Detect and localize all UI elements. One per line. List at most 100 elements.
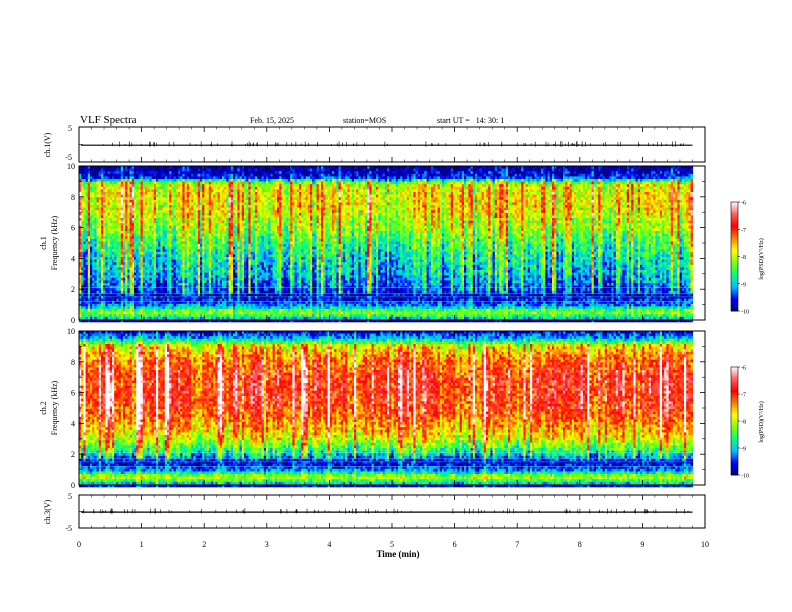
spectrogram-cell <box>193 197 196 200</box>
spectrogram-cell <box>209 273 212 276</box>
spectrogram-cell <box>189 208 192 211</box>
spectrogram-cell <box>167 247 170 250</box>
spectrogram-cell <box>226 249 229 252</box>
spectrogram-cell <box>86 205 89 208</box>
spectrogram-cell <box>220 205 223 208</box>
spectrogram-cell <box>114 283 117 286</box>
spectrogram-cell <box>88 286 91 289</box>
spectrogram-cell <box>83 286 86 289</box>
spectrogram-cell <box>127 208 129 211</box>
spectrogram-cell <box>218 205 221 208</box>
spectrogram-cell <box>191 291 194 294</box>
spectrogram-cell <box>163 288 166 291</box>
spectrogram-cell <box>136 247 139 250</box>
spectrogram-cell <box>207 174 210 177</box>
spectrogram-cell <box>127 226 129 229</box>
spectrogram-cell <box>167 221 170 224</box>
spectrogram-cell <box>193 317 196 320</box>
spectrogram-cell <box>90 239 93 242</box>
spectrogram-cell <box>169 179 172 182</box>
date-label: Feb. 15, 2025 <box>250 116 294 125</box>
spectrogram-cell <box>88 236 91 239</box>
spectrogram-cell <box>171 187 174 190</box>
spectrogram-cell <box>202 208 205 211</box>
spectrogram-cell <box>204 226 207 229</box>
spectrogram-cell <box>224 286 227 289</box>
spectrogram-cell <box>182 215 185 218</box>
spectrogram-cell <box>147 226 150 229</box>
spectrogram-cell <box>163 273 166 276</box>
spectrogram-cell <box>193 192 196 195</box>
spectrogram-cell <box>224 267 227 270</box>
spectrogram-cell <box>136 314 139 317</box>
spectrogram-cell <box>174 275 177 278</box>
spectrogram-cell <box>152 262 155 265</box>
spectrogram-cell <box>121 265 124 268</box>
spectrogram-cell <box>138 197 141 200</box>
spectrogram-cell <box>160 254 163 257</box>
spectrogram-cell <box>83 205 86 208</box>
spectrogram-cell <box>174 249 177 252</box>
spectrogram-cell <box>178 270 181 273</box>
spectrogram-cell <box>196 283 199 286</box>
spectrogram-cell <box>220 202 223 205</box>
spectrogram-cell <box>138 218 141 221</box>
spectrogram-cell <box>158 288 161 291</box>
spectrogram-cell <box>145 241 148 244</box>
spectrogram-cell <box>121 215 124 218</box>
spectrogram-cell <box>147 236 150 239</box>
spectrogram-cell <box>149 291 152 294</box>
spectrogram-cell <box>105 265 108 268</box>
spectrogram-cell <box>163 299 166 302</box>
spectrogram-cell <box>105 221 108 224</box>
spectrogram-cell <box>156 171 159 174</box>
spectrogram-cell <box>90 226 93 229</box>
spectrogram-cell <box>226 236 229 239</box>
spectrogram-cell <box>132 215 135 218</box>
spectrogram-cell <box>207 208 210 211</box>
spectrogram-cell <box>147 215 150 218</box>
spectrogram-cell <box>147 234 150 237</box>
spectrogram-cell <box>211 192 214 195</box>
spectrogram-cell <box>81 221 84 224</box>
ch1-voltage-ylabel: ch.1(V) <box>43 132 52 157</box>
spectrogram-cell <box>101 286 104 289</box>
spectrogram-cell <box>163 309 166 312</box>
spectrogram-cell <box>222 306 225 309</box>
spectrogram-cell <box>182 179 185 182</box>
spectrogram-cell <box>123 189 126 192</box>
spectrogram-cell <box>176 208 179 211</box>
spectrogram-cell <box>114 202 117 205</box>
spectrogram-cell <box>204 231 207 234</box>
spectrogram-cell <box>147 270 150 273</box>
spectrogram-cell <box>147 257 150 260</box>
spectrogram-cell <box>83 182 86 185</box>
spectrogram-cell <box>112 291 115 294</box>
spectrogram-cell <box>152 241 155 244</box>
spectrogram-cell <box>88 296 91 299</box>
spectrogram-cell <box>134 267 137 270</box>
spectrogram-cell <box>207 169 210 172</box>
spectrogram-cell <box>86 309 89 312</box>
spectrogram-cell <box>105 283 108 286</box>
spectrogram-cell <box>215 260 218 263</box>
spectrogram-cell <box>81 169 84 172</box>
spectrogram-cell <box>218 197 221 200</box>
spectrogram-cell <box>125 236 128 239</box>
spectrogram-cell <box>218 306 221 309</box>
spectrogram-cell <box>185 195 188 198</box>
spectrogram-cell <box>174 260 177 263</box>
spectrogram-cell <box>114 288 117 291</box>
spectrogram-cell <box>94 208 97 211</box>
spectrogram-cell <box>108 275 111 278</box>
spectrogram-cell <box>145 226 148 229</box>
spectrogram-cell <box>187 184 190 187</box>
spectrogram-cell <box>193 236 196 239</box>
spectrogram-cell <box>101 257 104 260</box>
spectrogram-cell <box>187 244 190 247</box>
spectrogram-cell <box>108 228 111 231</box>
spectrogram-cell <box>226 252 229 255</box>
spectrogram-cell <box>119 273 122 276</box>
spectrogram-cell <box>176 309 179 312</box>
spectrogram-cell <box>108 304 111 307</box>
